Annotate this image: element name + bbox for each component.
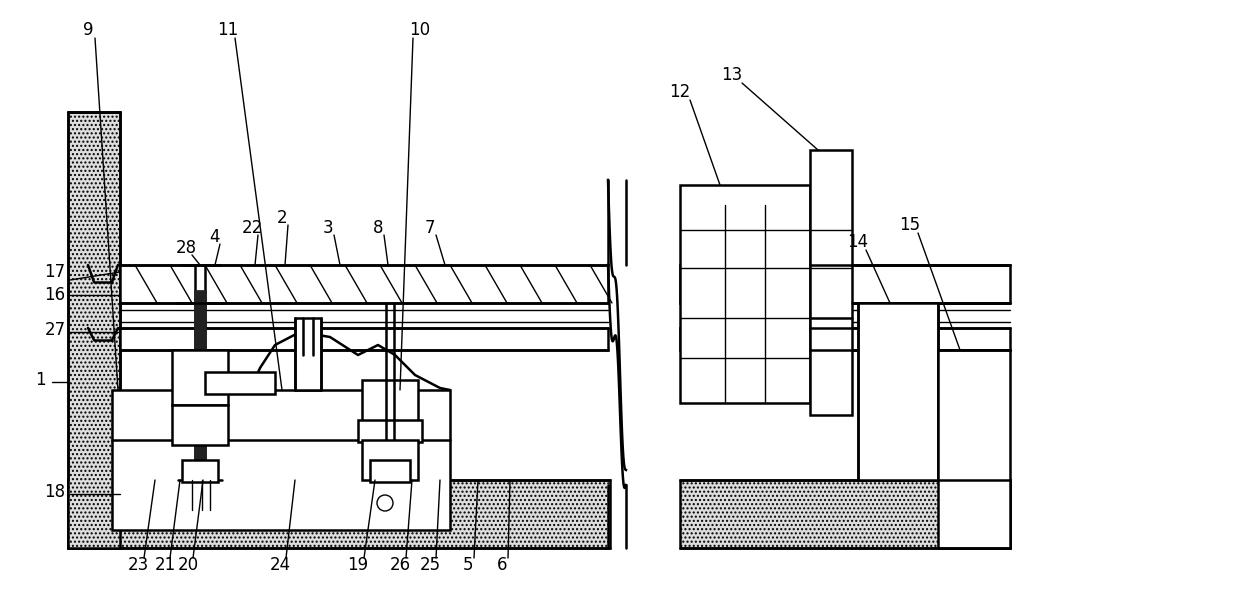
Bar	[937, 350, 1011, 548]
Bar	[172, 405, 228, 445]
Text: 1: 1	[35, 371, 46, 389]
Bar	[680, 265, 1011, 303]
Text: 20: 20	[177, 556, 198, 574]
Text: 7: 7	[425, 219, 435, 237]
Text: 24: 24	[269, 556, 290, 574]
Text: 18: 18	[45, 483, 66, 501]
Text: 15: 15	[899, 216, 920, 234]
Text: 5: 5	[463, 556, 474, 574]
Text: 21: 21	[154, 556, 176, 574]
Text: 14: 14	[847, 233, 868, 251]
Bar	[120, 328, 608, 350]
Bar	[68, 480, 610, 548]
Text: 6: 6	[497, 556, 507, 574]
Bar	[370, 460, 410, 482]
Text: 2: 2	[277, 209, 288, 227]
Text: 3: 3	[322, 219, 334, 237]
Bar	[68, 112, 120, 548]
Text: 12: 12	[670, 83, 691, 101]
Text: 16: 16	[45, 286, 66, 304]
Text: 26: 26	[389, 556, 410, 574]
Bar	[193, 290, 206, 480]
Bar	[182, 460, 218, 482]
Bar	[295, 318, 321, 390]
Bar	[172, 350, 228, 405]
Text: 22: 22	[242, 219, 263, 237]
Bar	[858, 303, 937, 480]
Bar	[362, 440, 418, 480]
Text: 10: 10	[409, 21, 430, 39]
Bar	[810, 150, 852, 415]
Text: 28: 28	[175, 239, 197, 257]
Bar	[112, 390, 450, 530]
Text: 8: 8	[373, 219, 383, 237]
Text: 4: 4	[208, 228, 219, 246]
Bar	[680, 185, 810, 403]
Text: 25: 25	[419, 556, 440, 574]
Bar	[358, 420, 422, 442]
Text: 17: 17	[45, 263, 66, 281]
Bar	[205, 372, 275, 394]
Bar	[680, 480, 1011, 548]
Text: 23: 23	[128, 556, 149, 574]
Bar	[362, 380, 418, 422]
Text: 9: 9	[83, 21, 93, 39]
Text: 19: 19	[347, 556, 368, 574]
Bar	[120, 265, 608, 303]
Text: 11: 11	[217, 21, 238, 39]
Bar	[680, 328, 1011, 350]
Text: 13: 13	[722, 66, 743, 84]
Text: 27: 27	[45, 321, 66, 339]
